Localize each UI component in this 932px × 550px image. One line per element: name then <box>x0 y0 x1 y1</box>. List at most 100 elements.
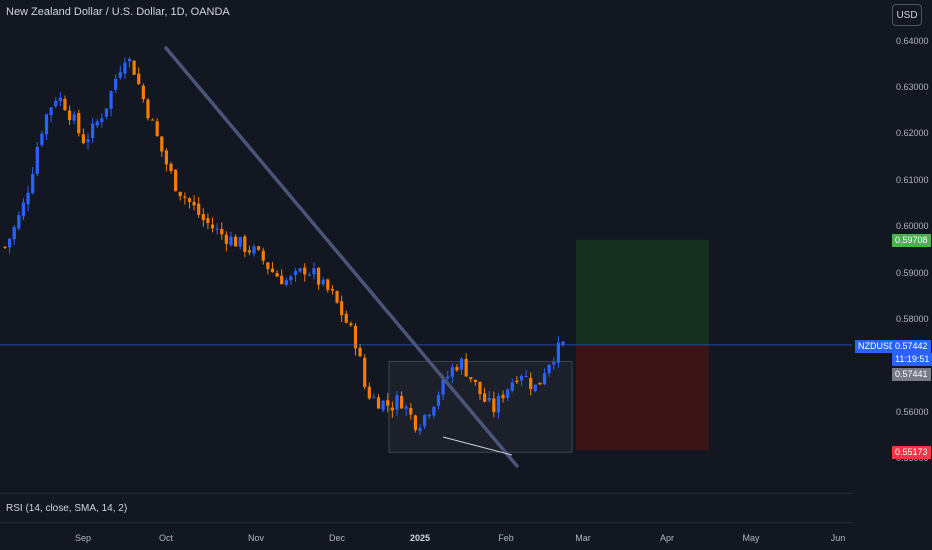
candle-body <box>404 406 408 409</box>
currency-button[interactable]: USD <box>892 4 922 26</box>
candle-body <box>293 271 298 275</box>
candle-body <box>363 357 367 387</box>
candle-body <box>77 113 81 134</box>
chart-title: New Zealand Dollar / U.S. Dollar, 1D, OA… <box>6 6 230 18</box>
candle-body <box>441 377 445 395</box>
candle-body <box>423 414 427 427</box>
last-price-tag: 0.57442 <box>892 340 931 353</box>
candle-body <box>54 100 58 107</box>
candle-body <box>358 347 362 357</box>
candle-body <box>469 377 473 380</box>
candle-body <box>284 280 288 286</box>
price-chart[interactable] <box>0 0 852 520</box>
candle-body <box>35 147 39 174</box>
candle-body <box>210 224 215 229</box>
price-tick: 0.62000 <box>896 128 929 139</box>
time-tick-year: 2025 <box>409 533 431 543</box>
candle-body <box>247 250 252 253</box>
candle-body <box>40 133 44 146</box>
time-tick: Apr <box>659 533 675 543</box>
candle-body <box>169 163 173 172</box>
candle-body <box>160 136 164 152</box>
candle-body <box>473 379 477 382</box>
candle-body <box>192 201 196 206</box>
candle-body <box>349 323 353 326</box>
take-profit-price-tag: 0.59708 <box>892 234 931 247</box>
candle-body <box>238 237 242 247</box>
candle-body <box>446 376 450 379</box>
candle-body <box>552 362 556 365</box>
descending-trendline <box>164 46 519 468</box>
crosshair-price-tag: 0.57441 <box>892 368 931 381</box>
price-tick: 0.60000 <box>896 221 929 232</box>
candle-body <box>8 238 12 248</box>
time-tick: Mar <box>575 533 591 543</box>
candle-body <box>261 250 265 261</box>
price-axis[interactable]: 0.64000 0.63000 0.62000 0.61000 0.60000 … <box>852 0 932 550</box>
candle-body <box>86 139 90 143</box>
candle-body <box>155 121 159 137</box>
candle-body <box>44 114 49 135</box>
candle-body <box>58 97 62 102</box>
candle-body <box>519 376 524 381</box>
candle-body <box>270 268 275 273</box>
candle-body <box>561 341 565 345</box>
price-tick: 0.63000 <box>896 82 929 92</box>
candle-body <box>432 406 436 416</box>
candle-body <box>450 367 454 377</box>
candle-body <box>127 59 132 62</box>
candle-body <box>67 110 72 120</box>
candle-body <box>344 313 348 323</box>
stop-loss-zone <box>576 344 709 451</box>
candle-body <box>529 377 533 390</box>
candle-body <box>118 72 122 78</box>
time-tick: Feb <box>498 533 514 543</box>
candle-body <box>91 123 95 138</box>
candle-body <box>386 400 390 406</box>
candle-body <box>26 192 30 205</box>
candle-body <box>109 91 113 109</box>
rsi-indicator-label[interactable]: RSI (14, close, SMA, 14, 2) <box>6 503 128 514</box>
candle-body <box>376 397 381 409</box>
candle-body <box>215 228 219 230</box>
candle-body <box>21 202 26 217</box>
candle-body <box>547 364 551 374</box>
candlestick-series <box>3 57 565 436</box>
price-tick: 0.59000 <box>896 267 929 278</box>
candle-body <box>183 196 187 198</box>
candle-body <box>12 227 16 240</box>
candle-body <box>178 191 182 197</box>
candle-body <box>233 236 238 247</box>
candle-body <box>49 107 53 116</box>
stop-loss-price-tag: 0.55173 <box>892 446 931 459</box>
candle-body <box>224 234 228 244</box>
candle-body <box>164 150 169 165</box>
candle-body <box>464 358 468 377</box>
candle-body <box>515 380 519 383</box>
candle-body <box>367 386 371 399</box>
candle-body <box>538 382 542 385</box>
candle-body <box>100 118 104 122</box>
pane-separator <box>0 493 852 494</box>
time-tick: May <box>742 533 760 543</box>
candle-body <box>321 279 325 285</box>
candle-body <box>81 134 85 144</box>
price-tick: 0.61000 <box>896 174 929 185</box>
candle-body <box>459 358 464 370</box>
price-tick: 0.64000 <box>896 35 929 46</box>
candle-body <box>506 389 510 398</box>
candle-body <box>206 218 210 223</box>
candle-body <box>257 246 261 250</box>
price-tick: 0.56000 <box>896 406 929 417</box>
candle-body <box>316 267 321 285</box>
time-axis-separator <box>0 522 852 523</box>
time-tick: Nov <box>247 533 265 543</box>
candle-body <box>372 397 376 399</box>
candle-body <box>201 214 205 220</box>
candle-body <box>496 395 501 413</box>
candle-body <box>492 398 496 413</box>
candle-body <box>381 400 385 411</box>
candle-body <box>132 60 136 75</box>
take-profit-zone <box>576 239 709 345</box>
candle-body <box>413 415 418 431</box>
